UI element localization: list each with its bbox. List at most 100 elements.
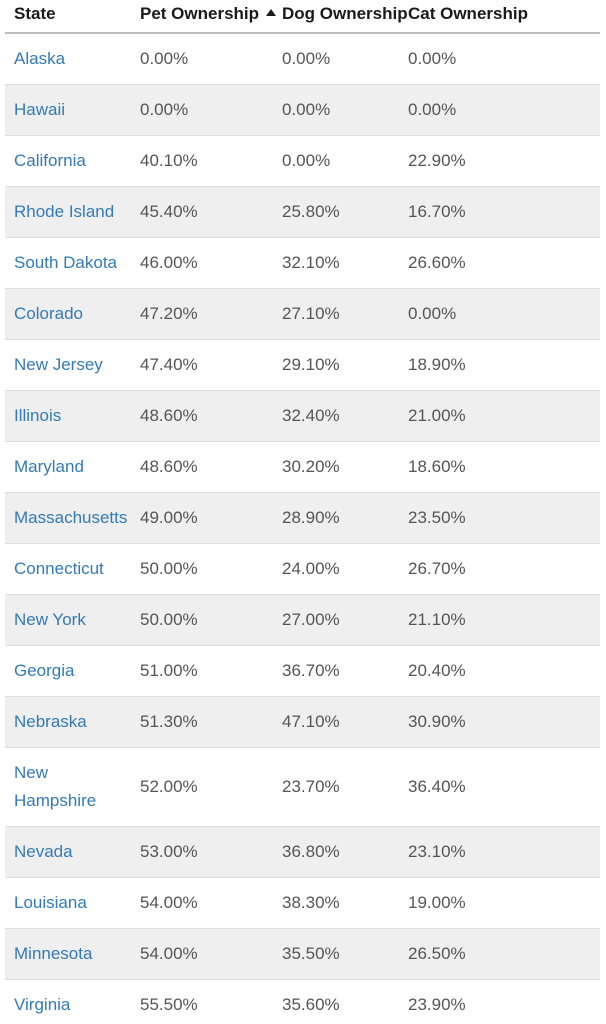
column-header-label: Cat Ownership [408,4,528,23]
table-row: California 40.10% 0.00% 22.90% [5,135,600,187]
cat-ownership-value: 30.90% [399,696,600,748]
pet-ownership-value: 48.60% [131,441,273,493]
dog-ownership-value: 0.00% [273,84,399,136]
cat-ownership-value: 21.00% [399,390,600,442]
cat-ownership-value: 26.50% [399,928,600,980]
state-cell: South Dakota [5,237,131,289]
cat-ownership-value: 20.40% [399,645,600,697]
cat-ownership-value: 36.40% [399,747,600,827]
cat-ownership-value: 0.00% [408,49,457,68]
cat-ownership-value: 23.10% [399,826,600,878]
pet-ownership-value: 54.00% [131,928,273,980]
table-row: Louisiana 54.00% 38.30% 19.00% [5,877,600,929]
table-row: Maryland 48.60% 30.20% 18.60% [5,441,600,493]
state-cell: Hawaii [5,84,131,136]
pet-ownership-value: 53.00% [131,826,273,878]
state-link[interactable]: Massachusetts [14,508,128,527]
pet-ownership-value: 51.30% [131,696,273,748]
cat-ownership-value: 18.90% [399,339,600,391]
state-link[interactable]: Virginia [14,995,71,1014]
state-cell: Connecticut [5,543,131,595]
state-cell: New York [5,594,131,646]
pet-ownership-value: 46.00% [131,237,273,289]
dog-ownership-value: 29.10% [273,339,399,391]
table-row: South Dakota 46.00% 32.10% 26.60% [5,237,600,289]
table-row: Virginia 55.50% 35.60% 23.90% [5,979,600,1024]
state-link[interactable]: Hawaii [14,100,66,119]
state-link[interactable]: California [14,151,86,170]
dog-ownership-value: 35.60% [273,979,399,1024]
state-cell: New Hampshire [5,747,131,827]
state-cell: Massachusetts [5,492,131,544]
state-link[interactable]: Illinois [14,406,62,425]
table-row: New Hampshire 52.00% 23.70% 36.40% [5,747,600,827]
state-cell: California [5,135,131,187]
table-row: Nevada 53.00% 36.80% 23.10% [5,826,600,878]
state-link[interactable]: Minnesota [14,944,93,963]
dog-ownership-value: 38.30% [273,877,399,929]
state-link[interactable]: Nebraska [14,712,87,731]
pet-ownership-value: 51.00% [131,645,273,697]
table-row: New York 50.00% 27.00% 21.10% [5,594,600,646]
table-row: Minnesota 54.00% 35.50% 26.50% [5,928,600,980]
column-header-cat-ownership[interactable]: Cat Ownership [399,0,600,34]
state-cell: Alaska [5,33,131,85]
dog-ownership-value: 36.70% [273,645,399,697]
column-header-label: Dog Ownership [282,4,408,23]
state-cell: Minnesota [5,928,131,980]
dog-ownership-value: 25.80% [273,186,399,238]
state-link[interactable]: New York [14,610,86,629]
state-cell: New Jersey [5,339,131,391]
pet-ownership-value: 45.40% [131,186,273,238]
cat-ownership-value: 21.10% [399,594,600,646]
state-link[interactable]: Georgia [14,661,75,680]
state-link[interactable]: Louisiana [14,893,87,912]
pet-ownership-value: 50.00% [131,543,273,595]
state-link[interactable]: Maryland [14,457,84,476]
state-link[interactable]: Alaska [14,49,66,68]
column-header-dog-ownership[interactable]: Dog Ownership [273,0,408,34]
cat-ownership-value: 0.00% [399,288,600,340]
state-link[interactable]: South Dakota [14,253,118,272]
dog-ownership-value: 27.10% [273,288,399,340]
table-header-row: State Pet Ownership Dog Ownership Cat Ow… [5,0,600,34]
state-cell: Nebraska [5,696,131,748]
table-row: Alaska 0.00% 0.00% 0.00% [5,33,600,85]
pet-ownership-value: 48.60% [131,390,273,442]
column-header-state[interactable]: State [5,0,131,34]
state-cell: Illinois [5,390,131,442]
table-body: Alaska 0.00% 0.00% 0.00% Hawaii 0.00% 0.00% 0.0… [5,33,600,1024]
table-row: Hawaii 0.00% 0.00% 0.00% [5,84,600,136]
state-cell: Rhode Island [5,186,131,238]
state-link[interactable]: New Hampshire [14,763,97,810]
cat-ownership-value: 0.00% [399,84,600,136]
pet-ownership-value: 49.00% [131,492,273,544]
dog-ownership-value: 27.00% [273,594,399,646]
cat-ownership-value: 26.70% [399,543,600,595]
pet-ownership-value: 50.00% [131,594,273,646]
state-cell: Louisiana [5,877,131,929]
table-row: Illinois 48.60% 32.40% 21.00% [5,390,600,442]
state-link[interactable]: Connecticut [14,559,104,578]
pet-ownership-value: 0.00% [140,49,189,68]
state-link[interactable]: Colorado [14,304,83,323]
state-link[interactable]: New Jersey [14,355,103,374]
sort-ascending-triangle-up-icon [266,9,277,16]
dog-ownership-value: 0.00% [273,135,399,187]
table-row: Nebraska 51.30% 47.10% 30.90% [5,696,600,748]
column-header-label: Pet Ownership [140,4,260,23]
cat-ownership-value: 19.00% [399,877,600,929]
dog-ownership-value: 24.00% [273,543,399,595]
state-link[interactable]: Nevada [14,842,73,861]
cat-ownership-value: 18.60% [399,441,600,493]
column-header-pet-ownership[interactable]: Pet Ownership [131,0,277,34]
cat-ownership-value: 16.70% [399,186,600,238]
dog-ownership-value: 30.20% [273,441,399,493]
state-cell: Virginia [5,979,131,1024]
state-link[interactable]: Rhode Island [14,202,115,221]
table-row: New Jersey 47.40% 29.10% 18.90% [5,339,600,391]
table-row: Rhode Island 45.40% 25.80% 16.70% [5,186,600,238]
table-row: Massachusetts 49.00% 28.90% 23.50% [5,492,600,544]
dog-ownership-value: 47.10% [273,696,399,748]
